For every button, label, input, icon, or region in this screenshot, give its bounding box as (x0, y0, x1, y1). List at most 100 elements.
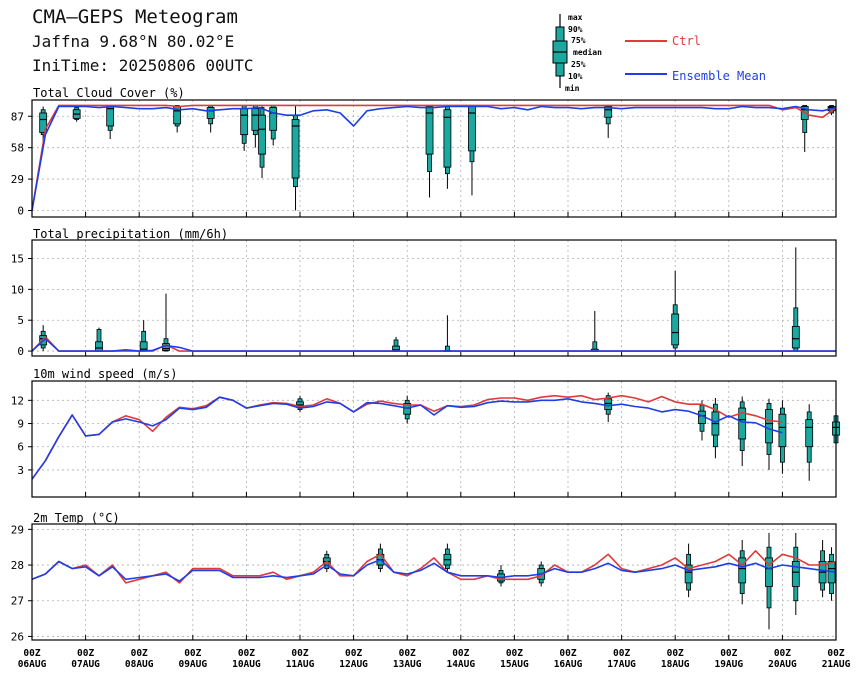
mean-series-line (31, 396, 783, 480)
legend-median: median (573, 47, 602, 57)
y-tick-label: 27 (11, 595, 24, 608)
box-outer-lower (605, 409, 611, 415)
ensemble-box (497, 565, 505, 587)
ensemble-box (684, 543, 693, 598)
box-outer-lower (163, 350, 169, 352)
box-outer-lower (74, 118, 80, 120)
ctrl-series-line (31, 394, 783, 480)
box-outer-lower (780, 446, 785, 463)
box-inner (95, 341, 103, 352)
box-inner (791, 561, 800, 587)
ensemble-box (206, 105, 215, 133)
ensemble-box (765, 532, 773, 630)
box-outer-upper (780, 407, 785, 415)
x-tick-label-date: 13AUG (393, 659, 422, 670)
ensemble-box (827, 547, 836, 601)
x-tick-label-hour: 00Z (506, 648, 523, 659)
x-tick-label-date: 14AUG (446, 659, 475, 670)
box-outer-lower (739, 582, 745, 595)
ctrl-series-line (31, 104, 837, 211)
x-tick-label-date: 16AUG (554, 659, 583, 670)
mean-series-line (31, 105, 837, 211)
box-inner (206, 107, 215, 119)
legend-p75: 75% (571, 36, 586, 45)
x-tick-label-date: 21AUG (822, 659, 851, 670)
x-tick-label-hour: 00Z (291, 648, 308, 659)
panel-title: 10m wind speed (m/s) (33, 367, 178, 381)
box-inner (258, 114, 266, 155)
box-outer-lower (293, 177, 298, 188)
ensemble-box (738, 540, 747, 605)
box-outer-lower (174, 123, 180, 127)
ensemble-box (106, 105, 115, 139)
box-inner (604, 398, 613, 411)
x-tick-label-hour: 00Z (667, 648, 684, 659)
box-outer-lower (766, 586, 772, 609)
box-outer-lower (672, 344, 678, 349)
x-tick-label-date: 06AUG (18, 659, 47, 670)
ensemble-box (403, 395, 412, 424)
box-outer-lower (713, 434, 718, 448)
legend-min: min (565, 83, 580, 93)
ensemble-box (392, 336, 400, 352)
box-outer-upper (672, 304, 678, 315)
x-tick-label-hour: 00Z (720, 648, 737, 659)
box-outer-lower (793, 586, 799, 602)
box-outer-upper (820, 550, 825, 562)
ensemble-box (604, 105, 613, 138)
box-outer-upper (141, 330, 147, 343)
box-outer-lower (686, 582, 691, 591)
panel-4: 2m Temp (°C) 26 27 28 29 (11, 511, 837, 643)
box-inner (765, 409, 773, 444)
box-outer-lower (699, 423, 705, 432)
box-inner (251, 108, 260, 131)
y-tick-label: 12 (11, 394, 24, 407)
y-tick-label: 5 (17, 314, 24, 327)
box-outer-lower (806, 446, 812, 463)
box-outer-upper (766, 403, 772, 411)
y-tick-label: 58 (11, 142, 24, 155)
box-outer-upper (163, 338, 169, 345)
ensemble-box (791, 247, 800, 352)
x-tick-label-date: 09AUG (178, 659, 207, 670)
legend: max 90% 75% median 25% 10% min Ctrl Ense… (552, 13, 766, 93)
box-inner (443, 109, 452, 168)
box-outer-upper (829, 553, 834, 562)
panel-3: 10m wind speed (m/s) 3 6 9 12 (11, 367, 840, 498)
ensemble-box (590, 310, 599, 352)
legend-p25: 25% (571, 60, 586, 69)
ensemble-box (443, 315, 452, 352)
panel-1: Total Cloud Cover (%) 0 29 58 87 (11, 86, 837, 218)
box-outer-upper (592, 341, 598, 350)
box-inner (671, 313, 680, 346)
box-outer-upper (96, 329, 102, 343)
panel-frame (31, 239, 837, 357)
x-tick-label-date: 08AUG (125, 659, 154, 670)
panel-title: Total precipitation (mm/6h) (33, 227, 228, 241)
ctrl-series-line (31, 549, 837, 584)
y-tick-label: 29 (11, 173, 24, 186)
x-tick-label-date: 17AUG (607, 659, 636, 670)
box-outer-upper (766, 546, 772, 559)
ensemble-box (805, 404, 814, 481)
box-inner (425, 106, 434, 155)
box-inner (269, 107, 278, 131)
x-tick-label-hour: 00Z (77, 648, 94, 659)
y-tick-label: 0 (17, 205, 24, 218)
box-outer-upper (404, 399, 410, 404)
x-tick-label-date: 20AUG (768, 659, 797, 670)
box-outer-lower (252, 129, 258, 136)
x-tick-label-hour: 00Z (613, 648, 630, 659)
box-outer-lower (444, 166, 450, 175)
x-tick-label-date: 15AUG (500, 659, 529, 670)
x-tick-label-date: 11AUG (286, 659, 315, 670)
ensemble-box (468, 105, 476, 196)
x-tick-label-hour: 00Z (345, 648, 362, 659)
panel-frame (31, 523, 837, 641)
ensemble-box (95, 327, 103, 352)
ensemble-box (240, 105, 249, 151)
x-tick-label-hour: 00Z (184, 648, 201, 659)
box-outer-upper (444, 548, 450, 555)
ctrl-legend-label: Ctrl (672, 34, 701, 48)
ensemble-box (791, 532, 800, 616)
